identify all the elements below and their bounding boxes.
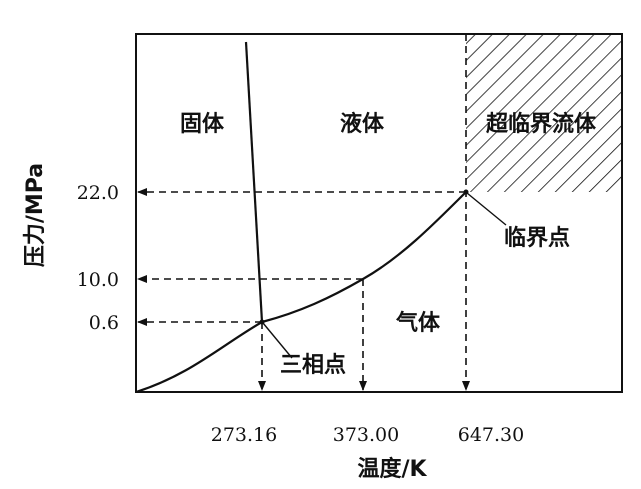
triple-point-leader — [262, 322, 293, 359]
y-tick-label: 0.6 — [89, 312, 119, 334]
vaporization-curve — [135, 191, 467, 394]
plot-frame — [135, 33, 623, 393]
region-label-liquid: 液体 — [340, 111, 385, 137]
x-tick-label: 373.00 — [333, 424, 399, 446]
x-tick-label: 647.30 — [458, 424, 524, 446]
y-tick-label: 10.0 — [77, 269, 119, 291]
triple-point-label: 三相点 — [280, 352, 346, 378]
region-label-supercritical: 超临界流体 — [486, 111, 597, 137]
supercritical-region-hatch — [466, 34, 622, 192]
x-axis-title: 温度/K — [357, 456, 427, 482]
melting-curve — [244, 41, 264, 323]
region-label-gas: 气体 — [395, 310, 441, 336]
region-label-solid: 固体 — [180, 112, 225, 137]
y-tick-label: 22.0 — [77, 182, 119, 204]
x-tick-label: 273.16 — [211, 424, 277, 446]
y-axis-title: 压力/MPa — [23, 163, 48, 267]
critical-point-label: 临界点 — [504, 225, 570, 251]
critical-point-marker — [463, 189, 469, 195]
critical-point-leader — [466, 192, 507, 226]
triple-point-marker — [259, 319, 265, 325]
